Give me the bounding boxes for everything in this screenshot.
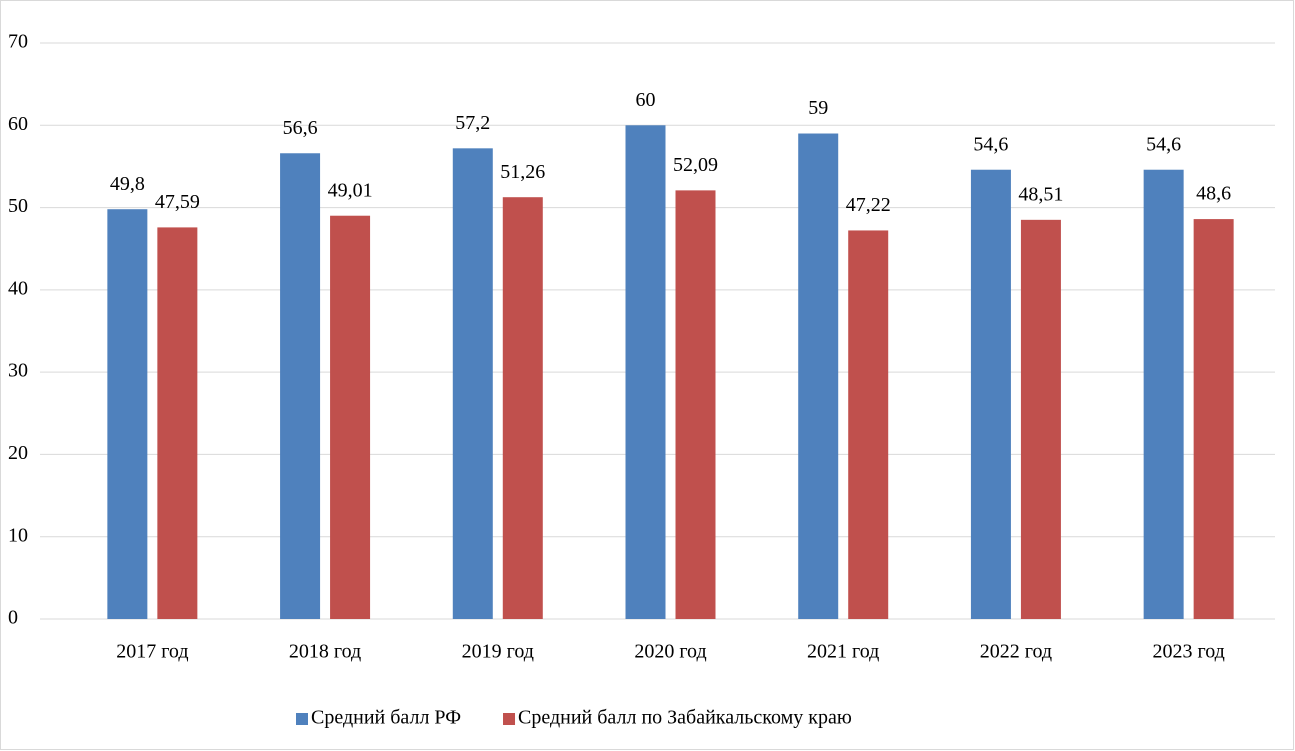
value-label: 48,6 [1196,183,1231,205]
bar [157,227,198,619]
bar [1143,169,1184,619]
bar [848,230,889,620]
y-tick-label: 20 [8,442,28,464]
value-label: 47,22 [846,194,891,216]
bar [798,133,839,619]
value-label: 59 [808,97,828,119]
value-label: 54,6 [1146,133,1181,155]
y-tick-label: 40 [8,277,28,299]
y-tick-label: 60 [8,113,28,135]
x-tick-label: 2018 год [289,641,361,663]
bar [330,215,371,619]
y-tick-label: 0 [8,607,18,629]
y-tick-label: 50 [8,195,28,217]
bar [107,209,148,619]
bar [1020,219,1061,619]
y-tick-label: 30 [8,360,28,382]
bar [452,148,493,619]
x-tick-label: 2020 год [634,641,706,663]
x-tick-label: 2019 год [462,641,534,663]
legend-label: Средний балл РФ [311,707,461,729]
bar [675,190,716,619]
legend-swatch [296,713,308,725]
value-label: 54,6 [973,133,1008,155]
bar [625,125,666,620]
bar [502,197,543,619]
x-tick-label: 2017 год [116,641,188,663]
value-label: 51,26 [500,161,545,183]
x-tick-label: 2022 год [980,641,1052,663]
value-label: 56,6 [283,117,318,139]
legend-swatch [503,713,516,725]
value-label: 47,59 [155,191,200,213]
value-label: 52,09 [673,154,718,176]
x-tick-label: 2023 год [1152,641,1224,663]
bar [280,153,321,619]
value-label: 49,8 [110,173,145,195]
y-tick-label: 10 [8,524,28,546]
legend-label: Средний балл по Забайкальскому краю [518,707,852,729]
value-label: 49,01 [328,179,373,201]
bar [1193,219,1234,619]
value-label: 60 [636,89,656,111]
bar [970,169,1011,619]
value-label: 48,51 [1018,183,1063,205]
y-tick-label: 70 [8,31,28,53]
x-tick-label: 2021 год [807,641,879,663]
value-label: 57,2 [455,112,490,134]
